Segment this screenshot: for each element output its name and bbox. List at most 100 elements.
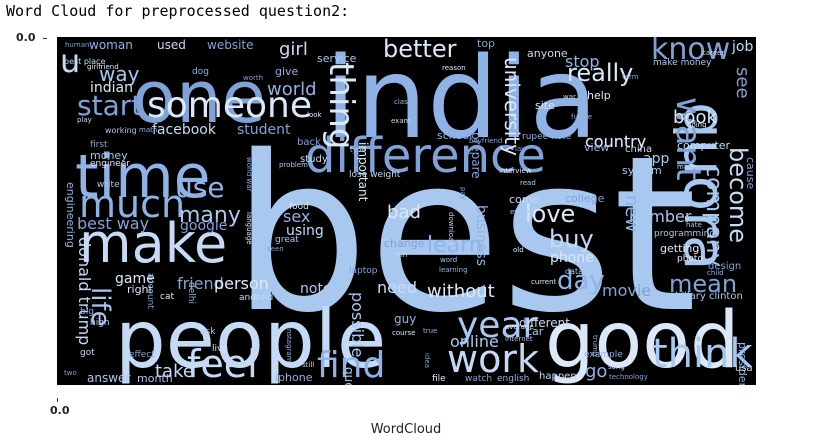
- word-book: book: [673, 107, 717, 128]
- word-view: view: [584, 141, 609, 154]
- word-better: better: [383, 37, 457, 63]
- word-buy: buy: [549, 225, 594, 253]
- word-design: design: [708, 261, 741, 272]
- word-read: read: [520, 179, 536, 187]
- word-love: love: [525, 200, 575, 228]
- word-file: file: [432, 374, 446, 384]
- word-watch: watch: [465, 374, 492, 384]
- word-play: play: [77, 116, 92, 124]
- word-true: true: [423, 327, 437, 335]
- word-know: know: [651, 37, 730, 67]
- word-two: two: [64, 369, 77, 377]
- word-people: people: [115, 293, 386, 385]
- word-stop: stop: [565, 52, 600, 71]
- word-anyone: anyone: [527, 47, 568, 60]
- word-laptop: laptop: [349, 266, 378, 276]
- word-engineer: engineer: [90, 159, 130, 169]
- word-worth: worth: [243, 74, 263, 82]
- word-way: way: [99, 62, 140, 86]
- word-future: future: [571, 113, 592, 121]
- word-school: school: [437, 129, 472, 142]
- y-tick-label: 0.0: [16, 31, 36, 44]
- word-food: food: [289, 202, 309, 212]
- word-law: law: [515, 145, 527, 153]
- word-service: service: [317, 52, 357, 65]
- word-trump: trump: [591, 335, 599, 357]
- word-current: current: [531, 278, 557, 286]
- word-cat: cat: [160, 292, 174, 302]
- word-child: child: [707, 269, 724, 277]
- word-mean: mean: [669, 270, 737, 298]
- word-prepare: prepare: [469, 132, 483, 179]
- word-help: help: [587, 89, 611, 102]
- word-download: download: [447, 212, 455, 246]
- word-problem: problem: [279, 161, 308, 169]
- word-idea: idea: [423, 353, 431, 368]
- word-back: back: [297, 137, 321, 148]
- word-technology: technology: [609, 373, 648, 381]
- word-day: day: [557, 266, 605, 296]
- word-account: account: [145, 273, 155, 309]
- word-question: question: [342, 367, 356, 385]
- word-getting: getting: [660, 242, 699, 255]
- word-money: money: [90, 149, 128, 162]
- word-girlfriend: girlfriend: [87, 63, 119, 71]
- word-many: many: [179, 203, 241, 228]
- word-job: job: [731, 39, 753, 55]
- word-exam: exam: [391, 117, 411, 125]
- word-rupee-note: rupee note: [522, 132, 572, 142]
- word-china: china: [625, 144, 652, 155]
- word-computer: computer: [677, 139, 731, 152]
- word-guy: guy: [394, 312, 416, 326]
- word-delhi: delhi: [186, 282, 196, 304]
- word-use: use: [175, 171, 225, 204]
- word-website: website: [207, 38, 254, 52]
- word-work: work: [447, 337, 539, 381]
- word-learn: learn: [427, 233, 483, 258]
- word-old: old: [513, 246, 524, 254]
- word-learning: learning: [439, 266, 468, 274]
- word-much: much: [79, 182, 185, 226]
- word-student: student: [237, 122, 291, 138]
- word-used: used: [157, 38, 186, 52]
- word-working: working: [105, 126, 137, 135]
- word-go: go: [585, 361, 607, 382]
- word-see: see: [732, 67, 753, 99]
- word-think: think: [652, 331, 754, 377]
- word-indian: indian: [90, 80, 133, 96]
- x-tick-mark: [57, 398, 58, 402]
- word-facebook: facebook: [152, 122, 217, 138]
- word-class: class: [394, 98, 412, 106]
- word-engineering: engineering: [64, 182, 77, 248]
- word-song: song: [608, 363, 625, 371]
- word-math: math: [139, 126, 157, 134]
- word-woman: woman: [89, 38, 133, 52]
- notebook-output-title: Word Cloud for preprocessed question2:: [6, 2, 350, 20]
- word-college: college: [565, 192, 605, 205]
- word-made: made: [677, 163, 697, 171]
- word-u: u: [60, 42, 80, 80]
- word-example: example: [584, 350, 623, 360]
- word-cause: cause: [744, 157, 756, 189]
- word-instagram: instagram: [285, 327, 293, 363]
- word-best-way: best way: [77, 214, 149, 233]
- word-make: make: [79, 212, 227, 275]
- word-lose-weight: lose weight: [349, 170, 401, 180]
- word-country: country: [585, 132, 646, 151]
- word-take: take: [155, 361, 194, 382]
- word-type: type: [350, 146, 366, 154]
- word-number: number: [629, 207, 692, 226]
- word-someone: someone: [147, 85, 312, 126]
- word-right: right: [127, 283, 154, 296]
- word-app: app: [643, 151, 669, 167]
- word-person: person: [214, 274, 269, 293]
- word-year: year: [457, 305, 538, 346]
- word-great: great: [275, 235, 299, 245]
- word-google: google: [180, 218, 227, 234]
- word-programming: programming: [654, 229, 715, 239]
- word-answer: answer: [87, 371, 130, 385]
- word-boyfriend: boyfriend: [469, 137, 502, 145]
- word-possible: possible: [348, 292, 367, 358]
- word-really: really: [567, 59, 633, 87]
- word-android: android: [239, 293, 273, 303]
